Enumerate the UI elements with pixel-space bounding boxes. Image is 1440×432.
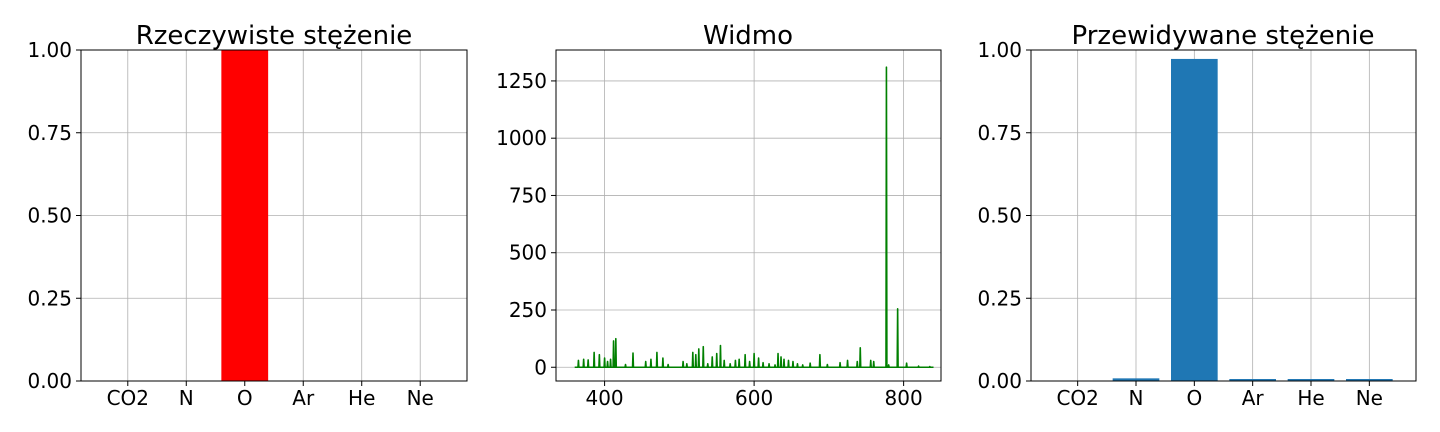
x-tick-label: 800 (885, 386, 923, 410)
y-tick-label: 1.00 (977, 38, 1022, 62)
y-tick-label: 1250 (496, 69, 547, 93)
chart-actual-concentration: Rzeczywiste stężenie 0.00 0.25 0.50 0.75 1.0… (27, 21, 468, 410)
x-tick-label: N (179, 386, 194, 410)
x-tick-label: O (237, 386, 253, 410)
bar-n (1112, 378, 1160, 381)
y-tick-label: 250 (509, 298, 547, 322)
chart-spectrum: Widmo 0 250 500 750 1000 1250 400 600 800 (496, 21, 942, 410)
chart-title: Przewidywane stężenie (1072, 21, 1375, 51)
chart-title: Rzeczywiste stężenie (136, 21, 413, 51)
x-tick-label: Ar (292, 386, 315, 410)
bar-o (1171, 58, 1218, 381)
x-tick-label: Ar (1242, 386, 1265, 410)
chart-predicted-concentration: Przewidywane stężenie 0.00 0.25 0.50 0.75 1.… (977, 21, 1417, 410)
bar-he (1287, 379, 1335, 381)
x-tick-label: Ne (407, 386, 434, 410)
chart-title: Widmo (703, 21, 793, 51)
y-tick-label: 0.75 (27, 121, 72, 145)
y-tick-label: 500 (509, 241, 547, 265)
y-tick-label: 0.50 (977, 204, 1022, 228)
x-tick-label: Ne (1356, 386, 1383, 410)
plot-frame (1030, 49, 1417, 382)
x-tick-label: 400 (585, 386, 623, 410)
y-tick-label: 0.25 (27, 286, 72, 310)
y-tick-label: 0.00 (977, 369, 1022, 393)
x-tick-label: He (348, 386, 375, 410)
y-tick-label: 0.25 (977, 286, 1022, 310)
y-tick-label: 750 (509, 183, 547, 207)
y-tick-label: 0.50 (27, 204, 72, 228)
bar-o (221, 50, 269, 381)
y-tick-label: 0.75 (977, 121, 1022, 145)
spectrum-line (574, 66, 934, 369)
x-tick-label: CO2 (107, 386, 149, 410)
plot-frame (80, 49, 468, 382)
bar-ar (1229, 379, 1276, 381)
y-tick-label: 0.00 (27, 369, 72, 393)
x-tick-label: 600 (735, 386, 773, 410)
x-tick-label: N (1129, 386, 1144, 410)
bar-ne (1346, 379, 1393, 381)
y-tick-label: 1.00 (27, 38, 72, 62)
x-tick-label: O (1186, 386, 1202, 410)
y-tick-label: 0 (534, 355, 547, 379)
y-tick-label: 1000 (496, 126, 547, 150)
x-tick-label: He (1297, 386, 1324, 410)
plot-frame (555, 49, 942, 382)
x-tick-label: CO2 (1056, 386, 1098, 410)
